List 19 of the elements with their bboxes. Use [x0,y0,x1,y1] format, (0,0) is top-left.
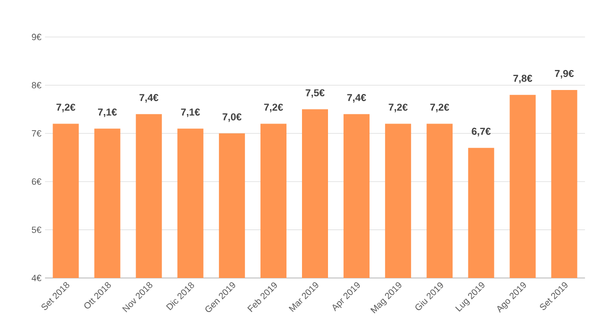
data-label: 6,7€ [472,128,491,136]
data-label: 7,0€ [222,113,242,122]
data-label: 7,4€ [140,94,158,103]
data-label: 7,1€ [181,108,200,118]
data-label: 7,8€ [513,74,532,84]
data-label: 7,2€ [388,104,408,112]
y-tick-label: 5€ [32,226,42,233]
y-tick-label: 9€ [32,34,42,40]
data-label: 7,5€ [306,89,325,98]
data-label: 7,1€ [98,108,117,118]
data-label: 7,2€ [430,104,450,112]
y-tick-label: 8€ [32,82,42,88]
y-tick-label: 4€ [32,274,42,282]
data-label: 7,4€ [347,94,366,103]
y-tick-label: 6€ [32,178,42,185]
data-label: 7,9€ [554,70,574,78]
y-tick-label: 7€ [32,130,42,137]
data-label: 7,2€ [56,104,76,112]
data-label: 7,2€ [264,104,284,112]
